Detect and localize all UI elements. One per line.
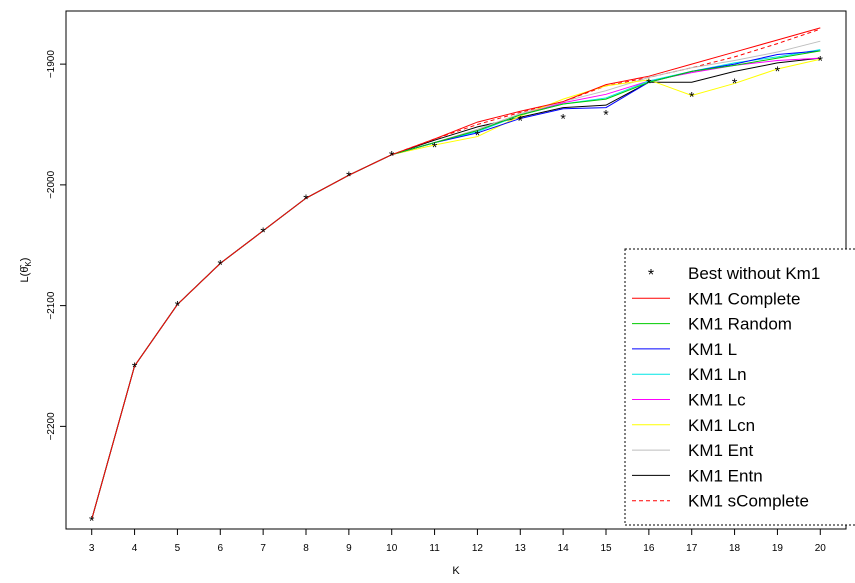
data-point-marker: *: [518, 113, 524, 129]
x-tick-label: 5: [175, 543, 181, 554]
x-tick-label: 12: [472, 543, 484, 554]
x-tick-label: 3: [89, 543, 95, 554]
legend-box: [624, 248, 855, 526]
data-point-marker: *: [603, 107, 609, 123]
data-point-marker: *: [89, 512, 95, 528]
legend-label: KM1 Ent: [688, 441, 753, 460]
legend-label: KM1 Ln: [688, 365, 747, 384]
data-point-marker: *: [346, 168, 352, 184]
marker-layer: * * * * * * * * * * * * * * * * * *: [89, 52, 824, 528]
data-point-marker: *: [560, 110, 566, 126]
legend-label: KM1 Random: [688, 315, 792, 334]
data-point-marker: *: [432, 139, 438, 155]
x-tick-label: 10: [386, 543, 398, 554]
x-tick-label: 7: [260, 543, 266, 554]
x-tick-label: 11: [429, 543, 440, 554]
data-point-marker: *: [818, 52, 824, 68]
data-point-marker: *: [475, 127, 481, 143]
x-tick-label: 19: [772, 543, 784, 554]
legend-label: KM1 Complete: [688, 289, 800, 308]
x-tick-label: 13: [515, 543, 527, 554]
legend: * Best without Km1 KM1 Complete KM1 Random K…: [624, 248, 855, 526]
legend-label: KM1 Lc: [688, 391, 746, 410]
data-point-marker: *: [303, 191, 309, 207]
x-tick-label: 15: [600, 543, 612, 554]
data-point-marker: *: [689, 89, 695, 105]
x-tick-label: 9: [346, 543, 352, 554]
data-point-marker: *: [260, 224, 266, 240]
y-tick-label: −1900: [46, 50, 57, 79]
legend-label: KM1 sComplete: [688, 492, 809, 511]
y-tick-label: −2000: [46, 170, 57, 199]
data-point-marker: *: [646, 75, 652, 91]
y-axis-label: L(θ̂K): [19, 258, 33, 283]
x-tick-label: 6: [218, 543, 224, 554]
data-point-marker: *: [218, 256, 224, 272]
legend-label: Best without Km1: [688, 264, 820, 283]
x-axis: 3 4 5 6 7 8 9 10 11 12 13 14 15 16 17 18 19 20: [89, 529, 826, 554]
x-tick-label: 18: [729, 543, 741, 554]
data-point-marker: *: [132, 359, 138, 375]
x-tick-label: 17: [686, 543, 698, 554]
x-tick-label: 4: [132, 543, 138, 554]
data-point-marker: *: [775, 63, 781, 79]
x-tick-label: 14: [558, 543, 570, 554]
data-point-marker: *: [175, 297, 181, 313]
series-line: [91, 27, 821, 520]
x-tick-label: 8: [303, 543, 309, 554]
legend-label: KM1 Entn: [688, 466, 763, 485]
y-tick-label: −2100: [46, 291, 57, 320]
y-tick-label: −2200: [46, 412, 57, 441]
x-axis-label: K: [452, 565, 460, 577]
data-point-marker: *: [732, 75, 738, 91]
data-point-marker: *: [389, 148, 395, 164]
x-tick-label: 20: [815, 543, 827, 554]
legend-label: KM1 L: [688, 340, 737, 359]
legend-marker: *: [648, 267, 654, 284]
series-layer: [91, 27, 821, 520]
legend-label: KM1 Lcn: [688, 416, 755, 435]
y-axis: −2200 −2100 −2000 −1900: [46, 50, 66, 441]
x-tick-label: 16: [643, 543, 655, 554]
